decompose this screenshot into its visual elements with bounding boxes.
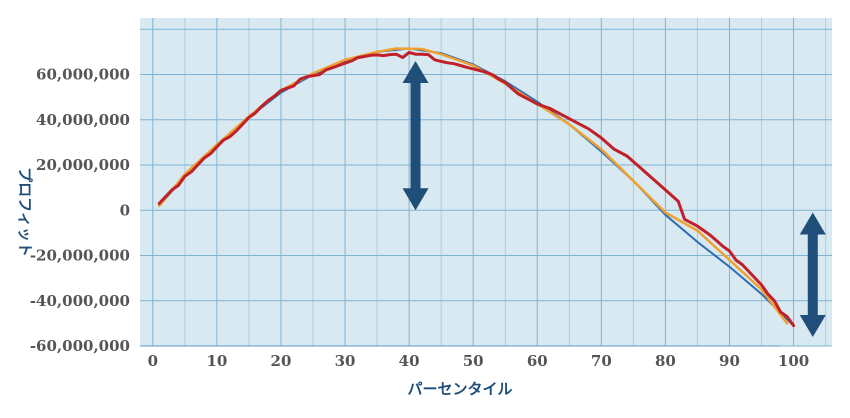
double-arrow-1 — [402, 60, 429, 211]
y-tick-labels: 60,000,000 40,000,000 20,000,000 0 -20,000,0… — [30, 66, 130, 355]
double-arrow-2 — [799, 212, 826, 337]
y-axis-title: プロフィット — [16, 167, 34, 257]
y-tick-label: 60,000,000 — [36, 66, 130, 84]
x-axis-title: パーセンタイル — [407, 380, 512, 398]
arrow-markers — [402, 60, 826, 337]
x-tick-label: 40 — [399, 352, 420, 370]
series-line-3 — [157, 50, 796, 328]
series-layer — [157, 47, 796, 328]
y-tick-label: -40,000,000 — [30, 292, 130, 310]
x-tick-label: 60 — [527, 352, 548, 370]
plot-area — [140, 18, 832, 346]
y-tick-label: -60,000,000 — [30, 337, 130, 355]
x-tick-label: 0 — [148, 352, 158, 370]
x-tick-label: 100 — [778, 352, 809, 370]
y-tick-label: 20,000,000 — [36, 156, 130, 174]
x-tick-label: 50 — [463, 352, 484, 370]
y-tick-label: -20,000,000 — [30, 247, 130, 265]
x-tick-labels: 0 10 20 30 40 50 60 70 80 90 100 — [148, 352, 810, 370]
x-tick-label: 10 — [206, 352, 227, 370]
x-tick-label: 90 — [719, 352, 740, 370]
x-tick-label: 20 — [271, 352, 292, 370]
x-tick-label: 80 — [655, 352, 676, 370]
y-tick-label: 0 — [120, 201, 130, 219]
y-tick-label: 40,000,000 — [36, 111, 130, 129]
x-tick-label: 30 — [335, 352, 356, 370]
x-tick-label: 70 — [591, 352, 612, 370]
